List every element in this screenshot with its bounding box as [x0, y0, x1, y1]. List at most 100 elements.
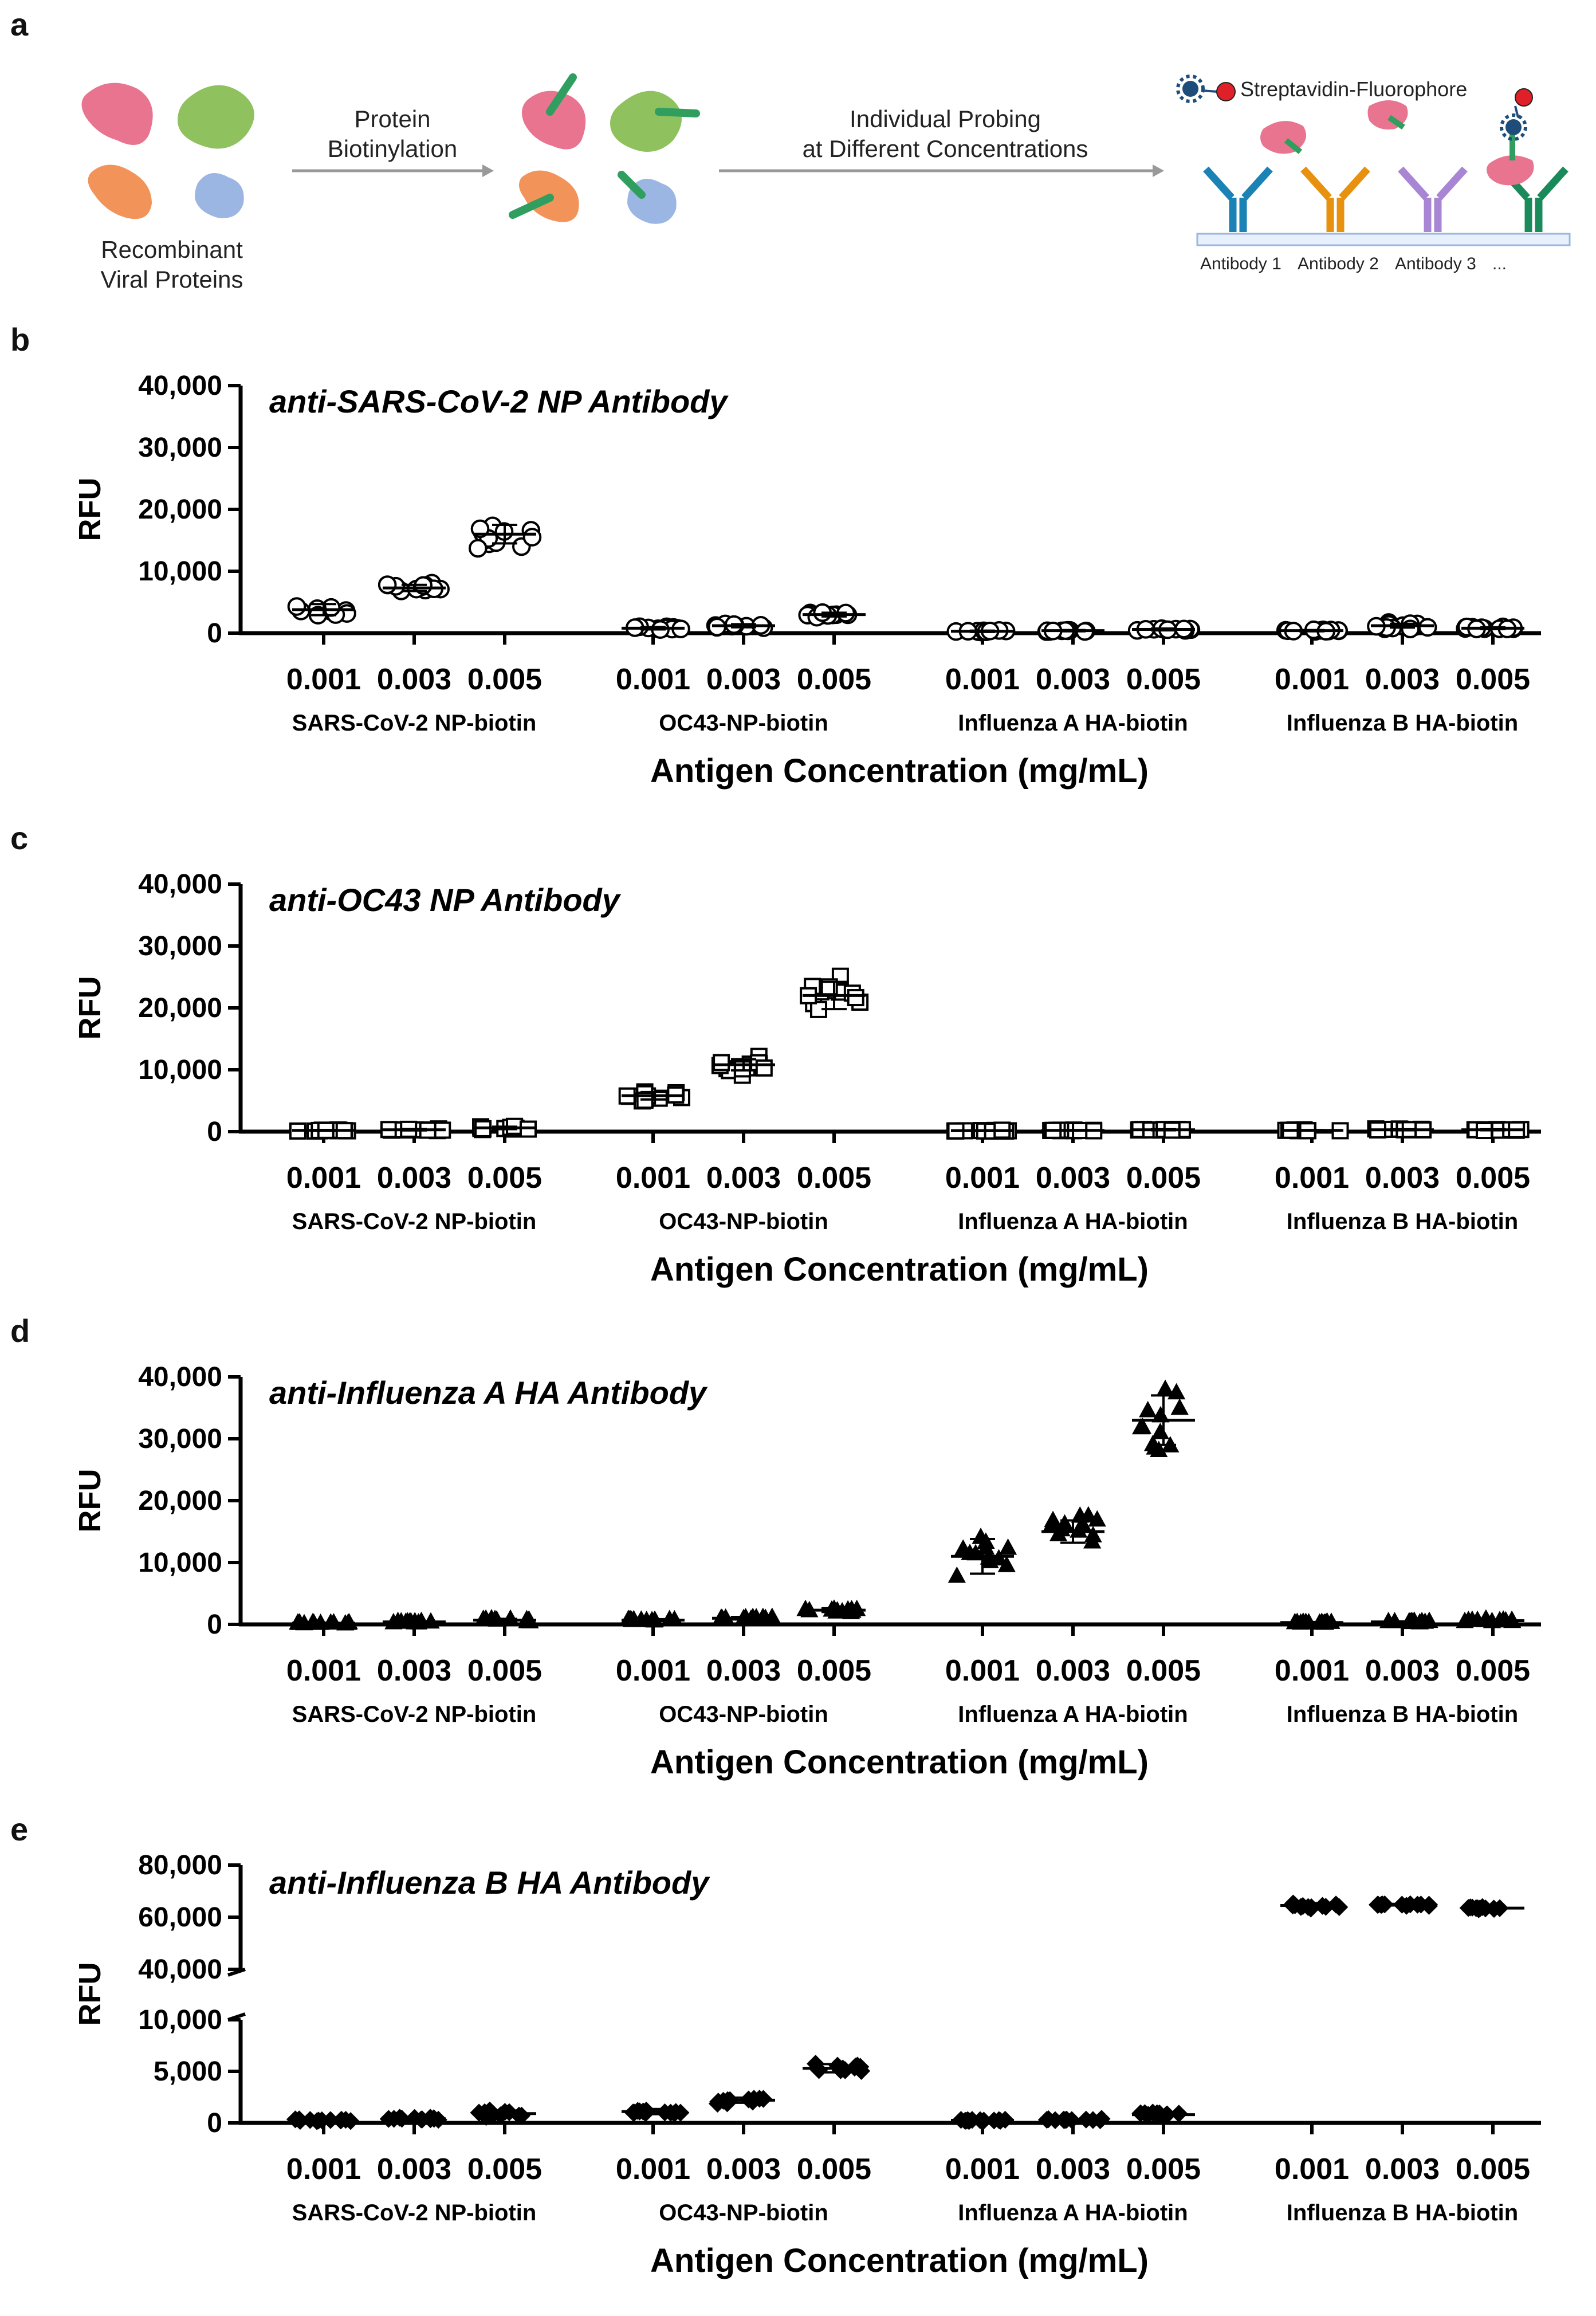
- x-tick-label: 0.005: [797, 2153, 871, 2186]
- data-point: [750, 2090, 769, 2108]
- data-point: [717, 1608, 735, 1625]
- step1-label-line1: Protein: [354, 105, 430, 132]
- group-label: SARS-CoV-2 NP-biotin: [292, 1702, 537, 1727]
- data-point: [977, 1538, 995, 1555]
- pink-protein-icon: [81, 83, 153, 145]
- x-tick-label: 0.001: [945, 2153, 1020, 2186]
- data-point: [848, 2056, 867, 2075]
- data-point: [1459, 1610, 1477, 1627]
- group-label: SARS-CoV-2 NP-biotin: [292, 1209, 537, 1234]
- group-label: SARS-CoV-2 NP-biotin: [292, 710, 537, 736]
- data-point: [1418, 618, 1437, 637]
- x-tick-label: 0.001: [286, 1654, 361, 1687]
- x-tick-label: 0.001: [286, 1161, 361, 1195]
- x-tick-label: 0.005: [467, 2153, 542, 2186]
- x-tick-label: 0.003: [706, 1161, 781, 1195]
- x-tick-label: 0.005: [797, 1161, 871, 1195]
- antigen-group: 0.001 0.003 0.005 OC43-NP-biotin: [616, 967, 871, 1234]
- y-tick-label: 20,000: [138, 494, 222, 525]
- y-tick-label: 10,000: [138, 556, 222, 587]
- group-label: Influenza A HA-biotin: [958, 1702, 1188, 1727]
- data-point: [501, 1609, 520, 1626]
- y-tick-label: 40,000: [138, 371, 222, 401]
- arrow-1-head-icon: [482, 164, 494, 177]
- x-tick-label: 0.003: [1365, 1161, 1440, 1195]
- x-tick-label: 0.001: [945, 1161, 1020, 1195]
- biotinylated-proteins: [509, 73, 700, 224]
- chart-panel-d: 0 10,000 20,000 30,000 40,000 RFU anti-Influen…: [73, 1362, 1541, 1781]
- y-tick-label: 80,000: [138, 1850, 222, 1881]
- y-tick-label: 0: [207, 1610, 222, 1640]
- chart-panel-e: 0 5,000 10,000 40,000 60,000 80,000 RFU anti-In…: [73, 1850, 1541, 2279]
- recombinant-proteins: [81, 83, 254, 219]
- step1-label-line2: Biotinylation: [328, 135, 457, 162]
- green-protein-icon: [178, 85, 254, 149]
- data-point: [1139, 1400, 1157, 1418]
- data-point: [828, 2056, 847, 2075]
- x-tick-label: 0.005: [797, 663, 871, 696]
- panel-letter-d: d: [10, 1313, 30, 1349]
- x-tick-label: 0.001: [945, 1654, 1020, 1687]
- x-tick-label: 0.005: [797, 1654, 871, 1687]
- y-tick-label: 40,000: [138, 869, 222, 900]
- antigen-group: 0.001 0.003 0.005 Influenza B HA-biotin: [1275, 1120, 1530, 1234]
- data-point: [1151, 1422, 1169, 1439]
- group-label: Influenza B HA-biotin: [1287, 1702, 1518, 1727]
- x-tick-label: 0.003: [377, 1654, 451, 1687]
- step2-label-line2: at Different Concentrations: [803, 135, 1088, 162]
- x-tick-label: 0.003: [1036, 1654, 1110, 1687]
- y-tick-label: 20,000: [138, 1486, 222, 1516]
- data-point: [1079, 1506, 1098, 1523]
- antigen-group: 0.001 0.003 0.005 Influenza A HA-biotin: [945, 619, 1201, 736]
- assay-plate: [1196, 233, 1571, 246]
- antigen-group: 0.001 0.003 0.005 Influenza B HA-biotin: [1275, 1894, 1530, 2225]
- x-tick-label: 0.003: [706, 1654, 781, 1687]
- x-tick-label: 0.005: [1456, 2153, 1530, 2186]
- antibody-1-icon: [1203, 166, 1273, 232]
- y-tick-label: 40,000: [138, 1954, 222, 1985]
- data-point: [522, 528, 542, 547]
- workflow-schematic: Recombinant Viral Proteins Protein Bioti…: [81, 73, 1571, 293]
- x-tick-label: 0.003: [1365, 1654, 1440, 1687]
- x-tick-label: 0.001: [1275, 663, 1349, 696]
- x-axis-label: Antigen Concentration (mg/mL): [650, 752, 1149, 790]
- x-tick-label: 0.005: [467, 1161, 542, 1195]
- data-point: [287, 597, 306, 616]
- probe-label: Streptavidin-Fluorophore: [1240, 77, 1467, 101]
- x-tick-label: 0.001: [1275, 2153, 1349, 2186]
- y-tick-label: 30,000: [138, 931, 222, 961]
- panel-letter-a: a: [10, 6, 29, 42]
- y-tick-label: 10,000: [138, 2005, 222, 2035]
- antibody-label-2: Antibody 2: [1298, 254, 1379, 273]
- group-label: Influenza A HA-biotin: [958, 2200, 1188, 2225]
- x-tick-label: 0.005: [467, 1654, 542, 1687]
- antigen-group: 0.001 0.003 0.005 Influenza B HA-biotin: [1275, 1609, 1530, 1727]
- x-tick-label: 0.001: [616, 1161, 690, 1195]
- antigen-group: 0.001 0.003 0.005 Influenza B HA-biotin: [1275, 613, 1530, 736]
- antibody-label-3: Antibody 3: [1395, 254, 1476, 273]
- orange-protein-icon: [88, 164, 152, 219]
- data-point: [510, 2106, 528, 2125]
- antigen-group: 0.001 0.003 0.005 SARS-CoV-2 NP-biotin: [286, 516, 542, 736]
- data-point: [305, 1613, 323, 1630]
- axis-break-mark: [227, 1968, 246, 1977]
- x-axis-label: Antigen Concentration (mg/mL): [650, 1744, 1149, 1781]
- data-point: [1385, 1612, 1404, 1628]
- recombinant-label-line1: Recombinant: [101, 236, 243, 263]
- y-tick-label: 20,000: [138, 993, 222, 1023]
- data-point: [622, 1610, 640, 1627]
- group-label: OC43-NP-biotin: [659, 710, 828, 736]
- data-point: [1288, 1612, 1306, 1629]
- x-tick-label: 0.003: [1036, 663, 1110, 696]
- y-tick-label: 0: [207, 618, 222, 649]
- antigen-group: 0.001 0.003 0.005 Influenza A HA-biotin: [945, 1121, 1201, 1234]
- x-tick-label: 0.001: [1275, 1161, 1349, 1195]
- antigen-group: 0.001 0.003 0.005 SARS-CoV-2 NP-biotin: [286, 1609, 542, 1727]
- antigen-group: 0.001 0.003 0.005 OC43-NP-biotin: [616, 2055, 871, 2225]
- data-point: [1043, 1514, 1061, 1532]
- x-tick-label: 0.003: [1365, 2153, 1440, 2186]
- x-tick-label: 0.003: [706, 2153, 781, 2186]
- group-label: Influenza B HA-biotin: [1287, 1209, 1518, 1234]
- x-tick-label: 0.005: [1456, 663, 1530, 696]
- bound-antigen-icon: [1487, 155, 1534, 186]
